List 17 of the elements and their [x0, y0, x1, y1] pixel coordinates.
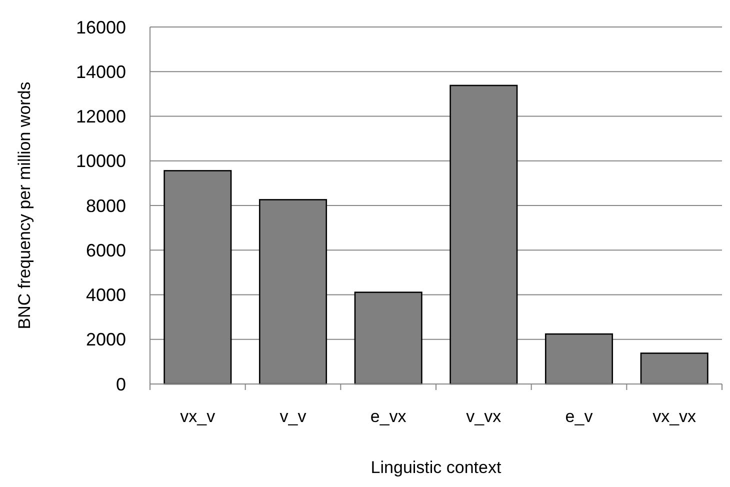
y-tick-label: 4000: [86, 285, 126, 306]
y-tick-label: 16000: [76, 17, 126, 38]
x-tick-label: vx_vx: [652, 407, 697, 426]
x-tick-label: v_vx: [466, 407, 502, 426]
y-tick-label: 2000: [86, 330, 126, 350]
y-tick-label: 6000: [86, 240, 126, 260]
y-axis-title: BNC frequency per million words: [14, 82, 34, 330]
x-axis-title: Linguistic context: [370, 458, 502, 477]
x-tick-label: e_v: [565, 407, 594, 426]
x-tick-label: vx_v: [180, 407, 216, 426]
y-tick-label: 10000: [76, 151, 126, 172]
y-tick-label: 12000: [76, 106, 126, 127]
x-tick-label: e_vx: [370, 407, 407, 426]
y-tick-label: 8000: [86, 196, 126, 216]
y-tick-label: 0: [116, 374, 126, 394]
y-tick-label: 14000: [76, 62, 126, 82]
x-tick-label: v_v: [280, 407, 307, 426]
